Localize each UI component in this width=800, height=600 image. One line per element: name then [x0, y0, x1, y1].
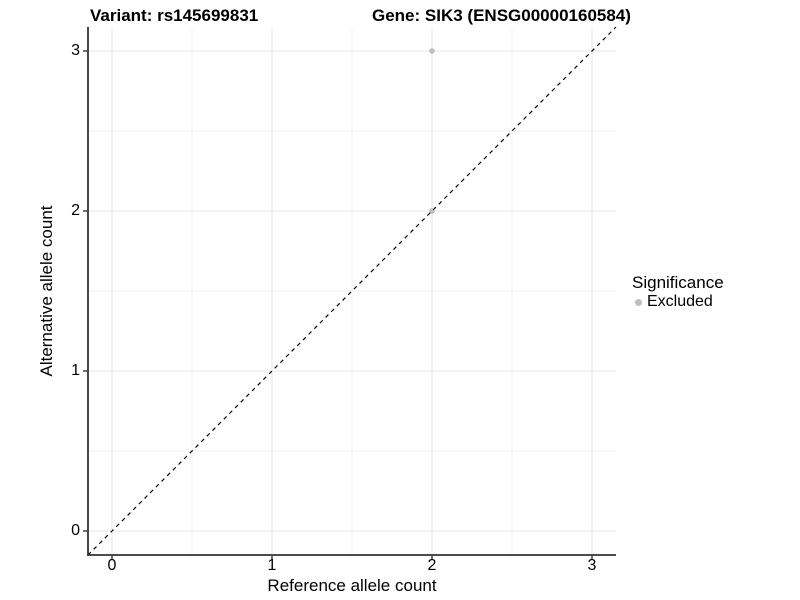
legend-item-label: Excluded [647, 293, 713, 310]
y-tick-label: 0 [71, 522, 80, 539]
x-tick-label: 2 [427, 557, 437, 574]
data-point [429, 48, 435, 54]
legend-title: Significance [632, 273, 724, 292]
y-axis-tick-labels: 0 1 2 3 [44, 0, 80, 600]
x-axis-tick-labels: 0 1 2 3 [88, 557, 616, 577]
x-tick-label: 3 [587, 557, 597, 574]
legend-item-excluded: Excluded [635, 293, 724, 311]
y-tick-label: 2 [71, 202, 80, 219]
y-axis-title: Alternative allele count [37, 205, 56, 377]
plot-title-gene: Gene: SIK3 (ENSG00000160584) [372, 6, 631, 25]
y-tick-label: 1 [71, 362, 80, 379]
x-tick-label: 0 [107, 557, 117, 574]
y-tick-label: 3 [71, 42, 80, 59]
legend-significance: Significance Excluded [632, 273, 724, 311]
x-tick-label: 1 [267, 557, 277, 574]
legend-key-dot-icon [635, 298, 642, 306]
plot-title-variant: Variant: rs145699831 [90, 6, 259, 25]
x-axis-title: Reference allele count [267, 576, 437, 595]
